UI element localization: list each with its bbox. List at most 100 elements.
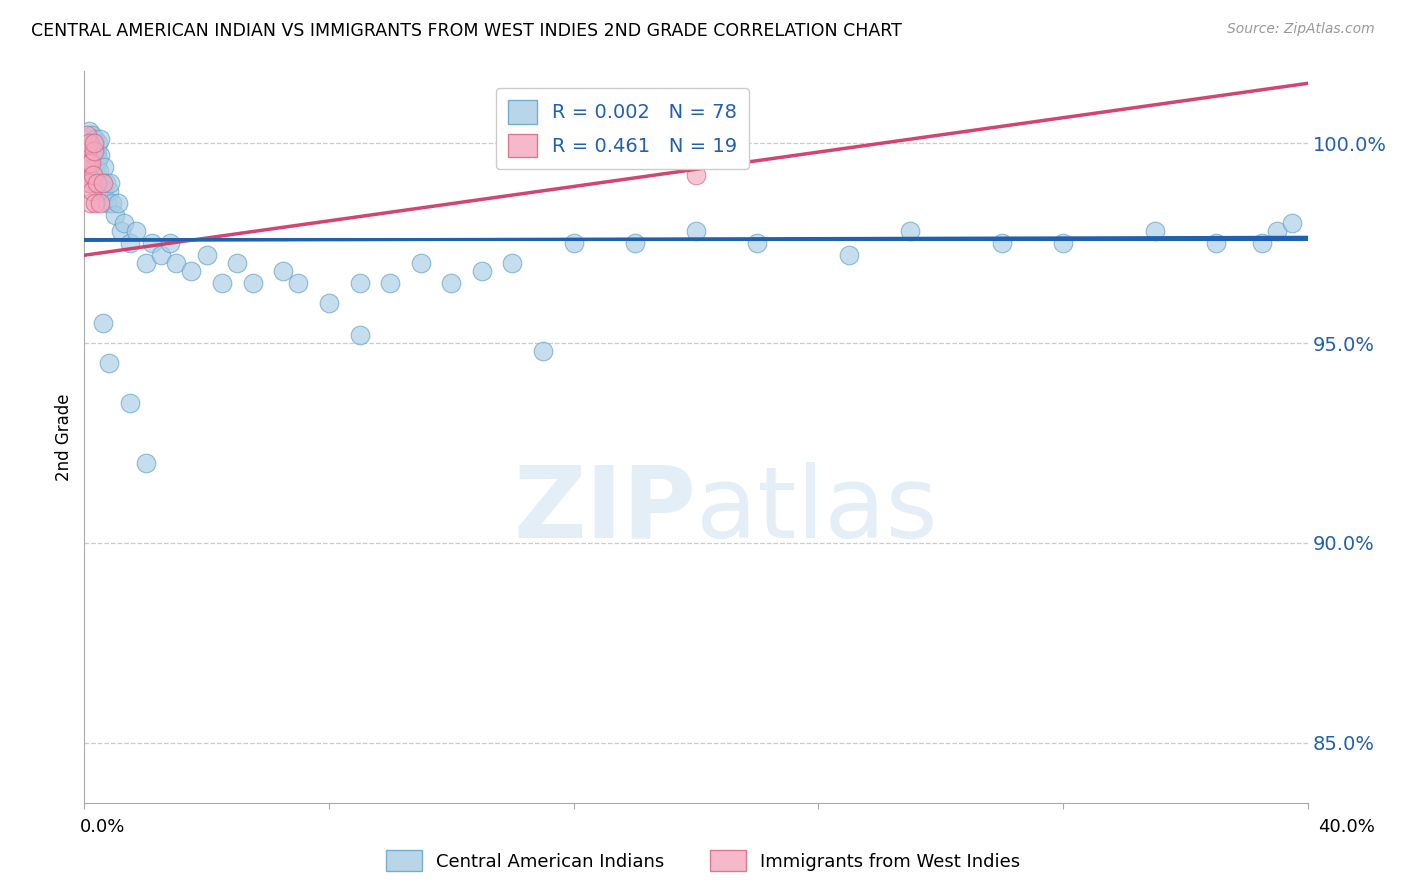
Point [87,153,110,167]
Point [141,236,163,251]
Point [1250,236,1272,251]
Text: atlas: atlas [696,462,938,558]
Point [502,256,524,270]
Point [991,236,1014,251]
Text: 0.0%: 0.0% [80,818,125,836]
Point [104,208,127,222]
Point [135,456,157,470]
Point [685,169,707,183]
Point [77,156,100,170]
Point [83,145,105,159]
Point [1281,216,1303,230]
Point [86,145,108,159]
Point [91,184,114,198]
Point [135,256,157,270]
Legend: R = 0.002   N = 78, R = 0.461   N = 19: R = 0.002 N = 78, R = 0.461 N = 19 [496,88,749,169]
Point [86,176,108,190]
Point [287,276,309,290]
Point [84,145,107,159]
Point [80,156,103,170]
Point [77,136,100,151]
Point [80,145,103,159]
Text: 40.0%: 40.0% [1319,818,1375,836]
Point [77,176,100,190]
Point [1052,236,1074,251]
Point [93,161,115,175]
Point [562,236,585,251]
Point [80,164,103,178]
Point [1205,236,1227,251]
Point [87,164,110,178]
Point [77,124,100,138]
Point [125,224,148,238]
Point [76,145,98,159]
Point [97,184,120,198]
Point [94,176,117,190]
Point [159,236,181,251]
Point [898,224,921,238]
Point [91,316,114,330]
Point [531,344,554,359]
Point [226,256,249,270]
Point [79,176,101,190]
Legend: Central American Indians, Immigrants from West Indies: Central American Indians, Immigrants fro… [378,843,1028,879]
Point [79,176,101,190]
Point [624,124,647,138]
Point [86,169,108,183]
Point [747,236,769,251]
Point [195,248,218,262]
Text: Source: ZipAtlas.com: Source: ZipAtlas.com [1227,22,1375,37]
Point [380,276,402,290]
Y-axis label: 2nd Grade: 2nd Grade [55,393,73,481]
Point [1143,224,1166,238]
Point [83,169,105,183]
Point [86,156,108,170]
Point [79,153,101,167]
Point [120,396,142,410]
Point [84,196,107,211]
Point [89,132,111,146]
Point [110,224,132,238]
Point [96,196,118,211]
Point [75,156,97,170]
Point [77,156,100,170]
Point [107,196,129,211]
Point [91,176,114,190]
Text: CENTRAL AMERICAN INDIAN VS IMMIGRANTS FROM WEST INDIES 2ND GRADE CORRELATION CHA: CENTRAL AMERICAN INDIAN VS IMMIGRANTS FR… [31,22,901,40]
Point [685,224,707,238]
Point [318,296,340,310]
Point [83,136,105,151]
Point [76,128,98,143]
Point [349,328,371,343]
Point [1265,224,1288,238]
Point [271,264,294,278]
Point [82,169,104,183]
Point [79,136,101,151]
Point [87,136,110,151]
Point [84,176,107,190]
Point [89,196,111,211]
Point [98,176,121,190]
Point [211,276,233,290]
Point [165,256,187,270]
Point [84,132,107,146]
Point [76,145,98,159]
Point [101,196,124,211]
Text: ZIP: ZIP [513,462,696,558]
Point [242,276,264,290]
Point [471,264,494,278]
Point [79,196,101,211]
Point [80,184,103,198]
Point [83,156,105,170]
Point [180,264,202,278]
Point [97,356,120,370]
Point [349,276,371,290]
Point [77,132,100,146]
Point [80,128,103,143]
Point [149,248,172,262]
Point [624,236,647,251]
Point [440,276,463,290]
Point [90,176,112,190]
Point [83,136,105,151]
Point [409,256,432,270]
